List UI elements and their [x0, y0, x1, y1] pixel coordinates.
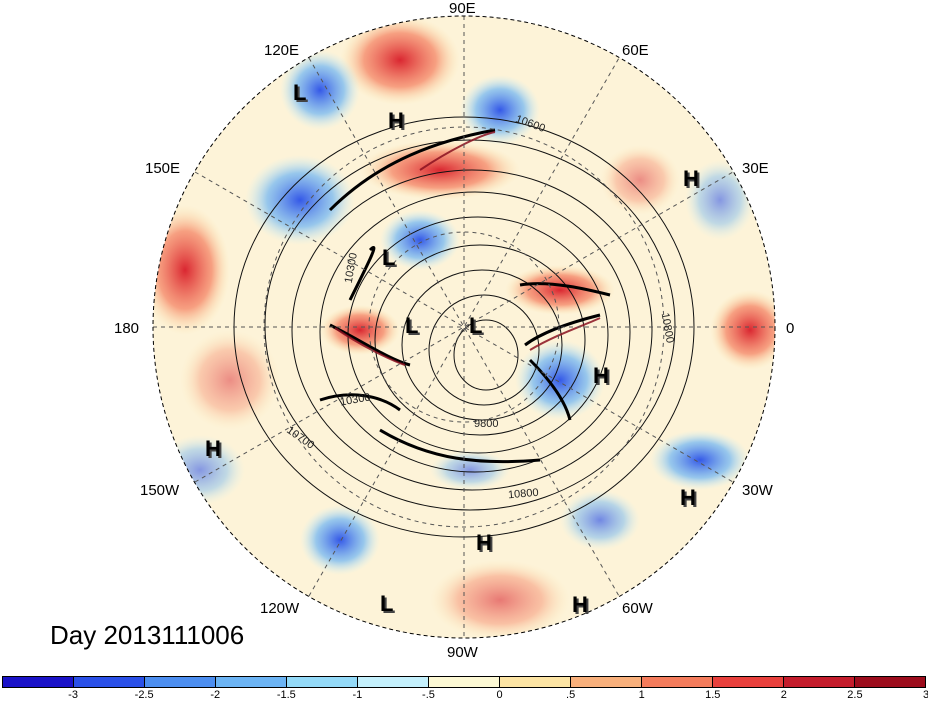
colorbar — [2, 676, 926, 688]
pressure-center-low: L — [469, 313, 483, 338]
graticule — [153, 16, 775, 638]
lon-label-0: 0 — [786, 320, 795, 337]
colorbar-cell — [358, 677, 429, 687]
lon-label-150w: 150W — [140, 482, 180, 499]
pressure-center-high: H — [388, 108, 404, 133]
lon-label-60e: 60E — [622, 42, 649, 59]
lon-label-180: 180 — [114, 320, 140, 337]
colorbar-tick-label: .5 — [566, 689, 576, 701]
colorbar-tick-label: -2.5 — [134, 689, 154, 701]
colorbar-tick-label: -.5 — [422, 689, 435, 701]
colorbar-tick-label: 3 — [922, 689, 928, 701]
colorbar-cell — [145, 677, 216, 687]
lon-label-150e: 150E — [145, 160, 181, 177]
colorbar-cell — [571, 677, 642, 687]
pressure-center-low: L — [380, 591, 394, 616]
colorbar-tick-label: -1.5 — [276, 689, 296, 701]
lon-label-90w: 90W — [447, 644, 478, 661]
pressure-center-high: H — [680, 485, 696, 510]
colorbar-tick-label: 2.5 — [847, 689, 863, 701]
pressure-center-high: H — [476, 530, 492, 555]
colorbar-cell — [74, 677, 145, 687]
colorbar-cell — [500, 677, 571, 687]
map-title: Day 2013111006 — [50, 620, 245, 650]
colorbar-tick-label: 1.5 — [705, 689, 721, 701]
colorbar-tick-label: 2 — [780, 689, 787, 701]
lon-label-90e: 90E — [449, 0, 476, 17]
colorbar-tick-label: 1 — [638, 689, 645, 701]
lon-label-30w: 30W — [742, 482, 773, 499]
lon-label-30e: 30E — [742, 160, 769, 177]
colorbar-cell — [216, 677, 287, 687]
pressure-center-high: H — [572, 592, 588, 617]
colorbar-tick-label: -1 — [352, 689, 363, 701]
colorbar-tick-label: -3 — [68, 689, 78, 701]
pressure-center-low: L — [382, 245, 396, 270]
pressure-center-low: L — [293, 80, 307, 105]
colorbar-cell — [713, 677, 784, 687]
lon-label-120e: 120E — [264, 42, 300, 59]
colorbar-tick-label: 0 — [496, 689, 503, 701]
colorbar-cell — [642, 677, 713, 687]
colorbar-tick-label: -2 — [210, 689, 221, 701]
colorbar-cell — [784, 677, 855, 687]
pressure-center-high: H — [205, 436, 221, 461]
lon-label-120w: 120W — [260, 600, 300, 617]
colorbar-cell — [3, 677, 74, 687]
colorbar-cell — [855, 677, 925, 687]
pressure-center-low: L — [405, 313, 419, 338]
colorbar-cell — [429, 677, 500, 687]
pressure-center-high: H — [593, 363, 609, 388]
lon-label-60w: 60W — [622, 600, 653, 617]
pressure-center-high: H — [683, 166, 699, 191]
colorbar-cell — [287, 677, 358, 687]
contour-label: 9800 — [474, 418, 499, 430]
